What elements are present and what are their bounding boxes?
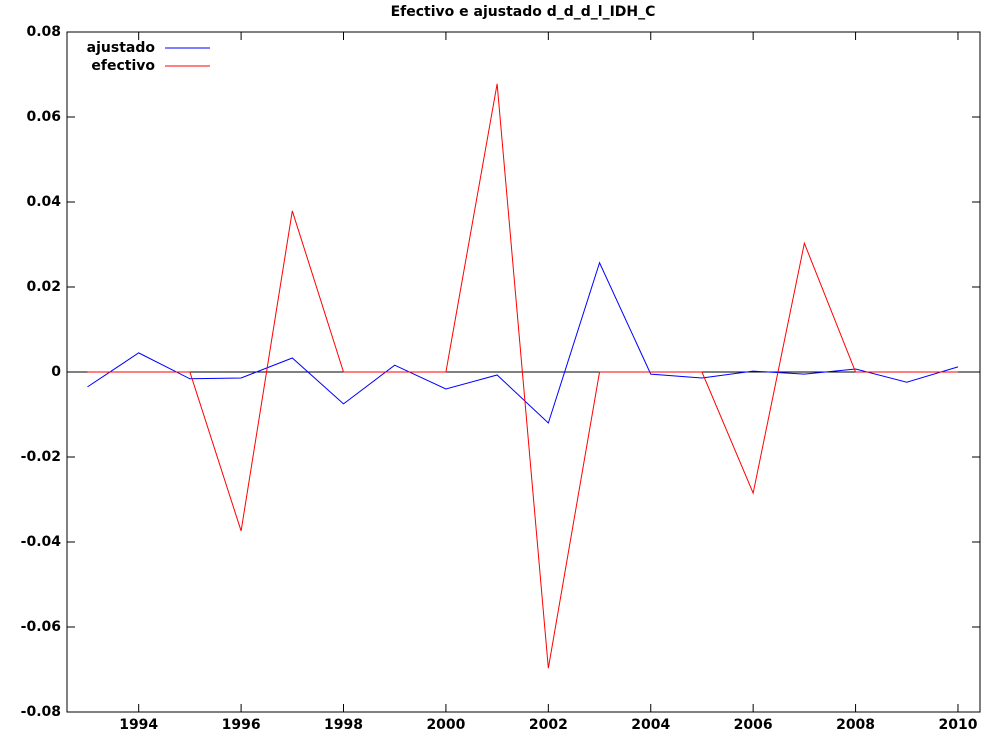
x-tick-label: 2002 (529, 717, 568, 733)
x-tick-label: 1998 (324, 717, 363, 733)
x-tick-label: 2000 (426, 717, 465, 733)
y-tick-label: 0.02 (26, 279, 61, 295)
y-tick-label: 0.08 (26, 24, 61, 40)
y-tick-label: -0.08 (21, 704, 61, 720)
legend-label: ajustado (87, 40, 156, 56)
x-tick-label: 2008 (836, 717, 875, 733)
series-line (87, 261, 959, 424)
legend-label: efectivo (91, 58, 155, 74)
y-tick-label: 0.06 (26, 109, 61, 125)
y-tick-label: 0.04 (26, 194, 61, 210)
y-tick-label: -0.04 (21, 534, 62, 550)
series-line (87, 83, 958, 669)
chart-title: Efectivo e ajustado d_d_d_l_IDH_C (391, 4, 656, 20)
x-tick-label: 2004 (631, 717, 670, 733)
x-tick-label: 1996 (222, 717, 261, 733)
x-tick-label: 1994 (119, 717, 158, 733)
x-tick-label: 2010 (938, 717, 977, 733)
x-tick-label: 2006 (734, 717, 773, 733)
y-tick-label: 0 (51, 364, 61, 380)
y-tick-label: -0.02 (21, 449, 61, 465)
y-tick-label: -0.06 (21, 619, 61, 635)
plot-border (66, 31, 981, 713)
